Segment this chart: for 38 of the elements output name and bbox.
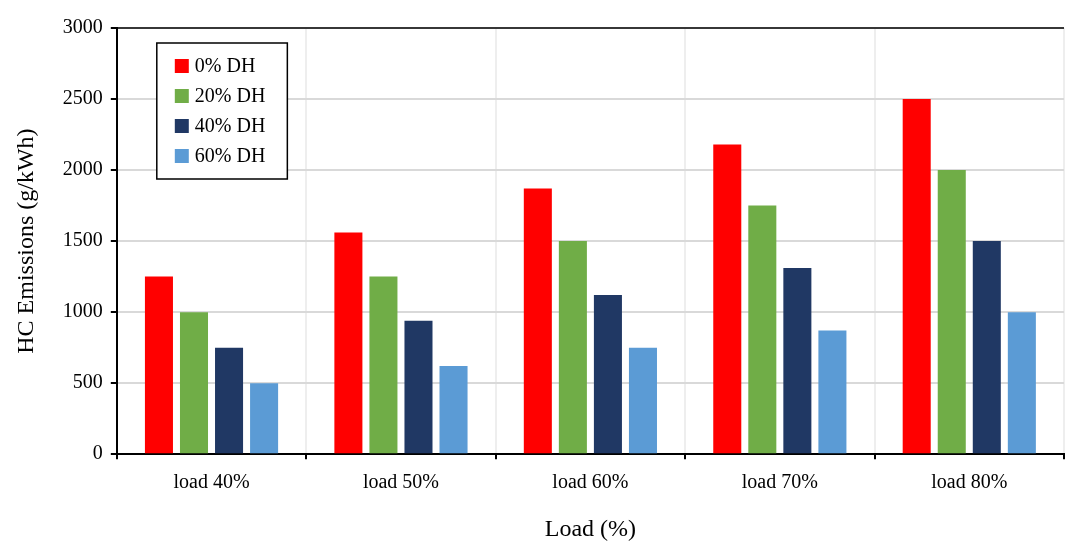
bar (937, 170, 966, 454)
x-tick-label: load 50% (362, 470, 440, 493)
bar (215, 347, 244, 454)
x-tick-label: load 80% (931, 470, 1008, 493)
bar (179, 312, 209, 454)
bar (593, 295, 622, 454)
bar (713, 144, 742, 454)
bar (144, 276, 173, 454)
bar (783, 268, 812, 454)
bar (404, 320, 433, 454)
y-tick-label: 2000 (62, 157, 103, 180)
bar (818, 330, 847, 454)
x-axis-title: Load (%) (544, 514, 637, 541)
legend-label: 20% DH (194, 84, 266, 107)
bar (439, 366, 468, 454)
y-tick-label: 1500 (62, 228, 103, 251)
y-tick-label: 3000 (62, 15, 103, 38)
y-tick-label: 500 (72, 370, 103, 393)
y-tick-label: 2500 (62, 86, 103, 109)
x-tick-label: load 70% (741, 470, 818, 493)
bar (558, 241, 587, 454)
bar (972, 241, 1001, 454)
x-tick-label: load 60% (552, 470, 629, 493)
legend-label: 40% DH (194, 114, 266, 137)
bar (334, 232, 363, 454)
bar (748, 205, 777, 454)
bar (628, 347, 657, 454)
legend-label: 60% DH (194, 144, 266, 167)
y-tick-label: 0 (92, 441, 103, 464)
y-tick-label: 1000 (62, 299, 103, 322)
legend-label: 0% DH (194, 54, 256, 77)
bar (902, 99, 931, 454)
bar (250, 383, 279, 454)
bar (523, 188, 552, 454)
y-axis-title: HC Emissions (g/kWh) (11, 128, 38, 354)
bar (369, 276, 398, 454)
bar (1007, 312, 1036, 454)
x-tick-label: load 40% (173, 470, 250, 493)
